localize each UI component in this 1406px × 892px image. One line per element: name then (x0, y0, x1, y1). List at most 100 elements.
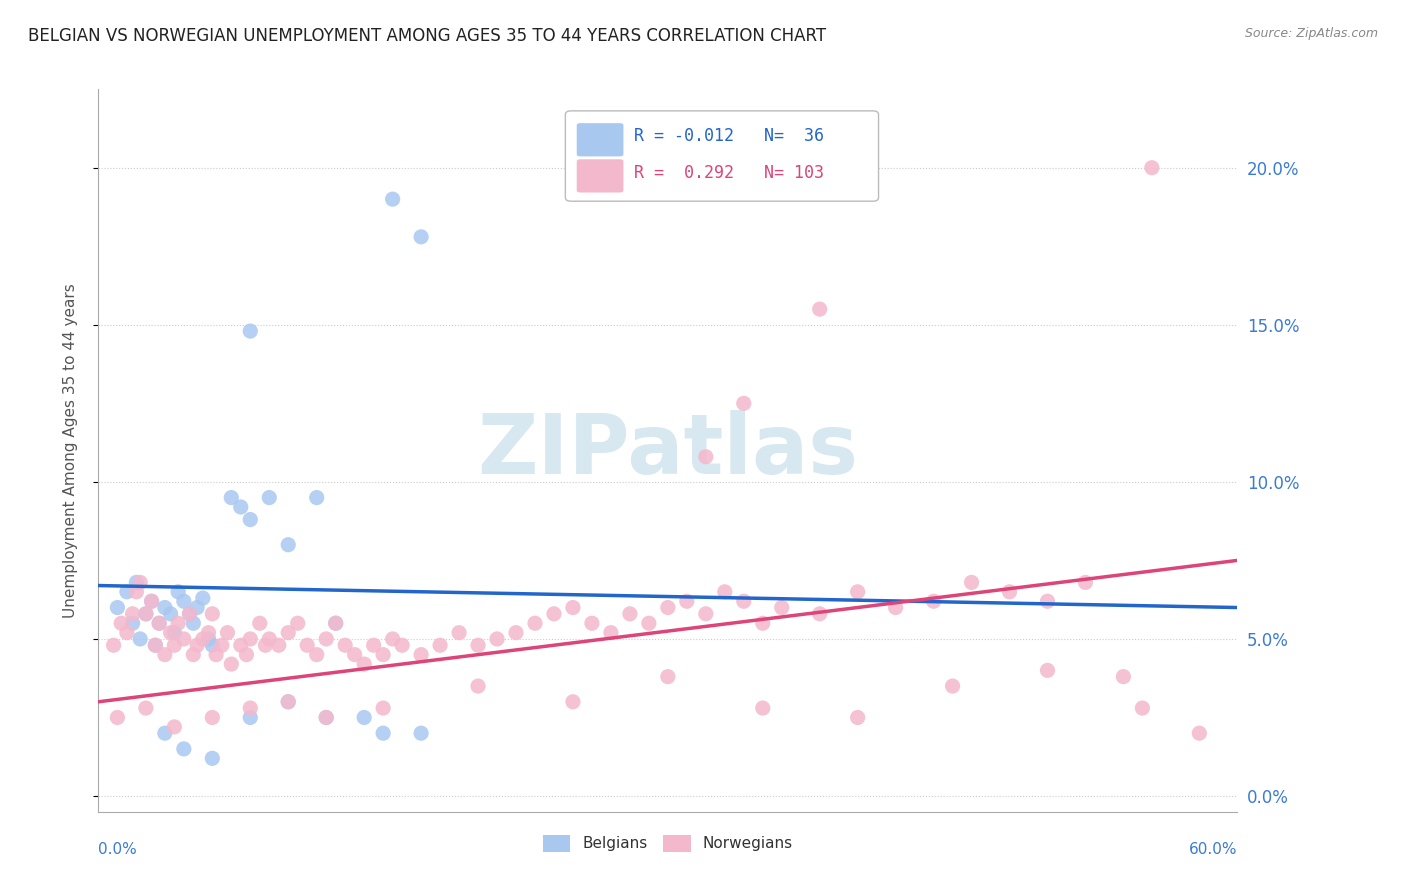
Point (183, 616, 205, 631)
Point (183, 648, 205, 662)
Point (391, 638, 413, 652)
Point (543, 607, 565, 621)
Point (229, 500, 252, 514)
Point (695, 607, 717, 621)
Point (449, 625, 471, 640)
Point (110, 616, 132, 631)
Point (107, 710, 129, 724)
Point (411, 726, 433, 740)
Point (148, 616, 170, 631)
Point (197, 625, 219, 640)
Point (714, 584, 737, 599)
Point (808, 607, 831, 621)
Point (191, 632, 214, 646)
Point (179, 607, 201, 621)
Point (229, 638, 252, 652)
Point (619, 607, 641, 621)
Point (239, 324, 262, 338)
Point (381, 192, 404, 206)
Point (657, 670, 679, 684)
Point (129, 575, 152, 590)
Point (259, 632, 281, 646)
Point (115, 584, 138, 599)
Point (167, 616, 190, 631)
Point (695, 450, 717, 464)
Point (998, 584, 1021, 599)
Point (1036, 594, 1059, 608)
Point (846, 710, 869, 724)
Point (524, 616, 547, 631)
Point (486, 632, 509, 646)
Point (267, 638, 290, 652)
Point (846, 584, 869, 599)
Point (153, 726, 176, 740)
Point (315, 710, 337, 724)
Point (381, 632, 404, 646)
Point (277, 695, 299, 709)
Point (325, 616, 347, 631)
Point (125, 584, 148, 599)
Point (343, 648, 366, 662)
Point (159, 625, 181, 640)
Point (173, 594, 195, 608)
Point (1112, 670, 1135, 684)
Text: Source: ZipAtlas.com: Source: ZipAtlas.com (1244, 27, 1378, 40)
Point (297, 638, 319, 652)
Point (201, 638, 224, 652)
Point (600, 625, 623, 640)
Point (363, 638, 385, 652)
Point (1074, 575, 1097, 590)
Point (733, 594, 755, 608)
Point (371, 726, 394, 740)
Point (562, 695, 585, 709)
Point (562, 600, 585, 615)
Point (239, 710, 262, 724)
Point (505, 625, 527, 640)
Point (179, 607, 201, 621)
FancyBboxPatch shape (565, 111, 879, 202)
Point (254, 638, 277, 652)
Point (335, 638, 357, 652)
FancyBboxPatch shape (576, 123, 623, 156)
Point (141, 594, 163, 608)
Text: ZIPatlas: ZIPatlas (478, 410, 858, 491)
Point (239, 512, 262, 526)
Point (239, 632, 262, 646)
Point (808, 302, 831, 317)
Point (259, 491, 281, 505)
Point (960, 575, 983, 590)
Point (153, 648, 176, 662)
Point (429, 638, 451, 652)
Text: BELGIAN VS NORWEGIAN UNEMPLOYMENT AMONG AGES 35 TO 44 YEARS CORRELATION CHART: BELGIAN VS NORWEGIAN UNEMPLOYMENT AMONG … (28, 27, 827, 45)
Legend: Belgians, Norwegians: Belgians, Norwegians (537, 829, 799, 858)
Point (235, 648, 257, 662)
Point (249, 616, 271, 631)
Point (201, 751, 224, 765)
Point (942, 679, 965, 693)
Point (325, 616, 347, 631)
Point (103, 638, 125, 652)
Point (173, 742, 195, 756)
Point (277, 625, 299, 640)
Point (305, 491, 328, 505)
Point (159, 607, 181, 621)
Point (752, 701, 775, 715)
Point (884, 600, 907, 615)
Point (163, 625, 186, 640)
Point (1140, 161, 1163, 175)
Point (770, 600, 793, 615)
Point (107, 600, 129, 615)
Point (135, 607, 157, 621)
Point (287, 616, 309, 631)
Point (153, 600, 176, 615)
Point (125, 575, 148, 590)
Point (1188, 726, 1211, 740)
Point (371, 701, 394, 715)
Point (115, 625, 138, 640)
Point (353, 710, 375, 724)
Point (676, 594, 699, 608)
Point (167, 584, 190, 599)
Point (163, 720, 186, 734)
Point (201, 607, 224, 621)
Point (315, 710, 337, 724)
